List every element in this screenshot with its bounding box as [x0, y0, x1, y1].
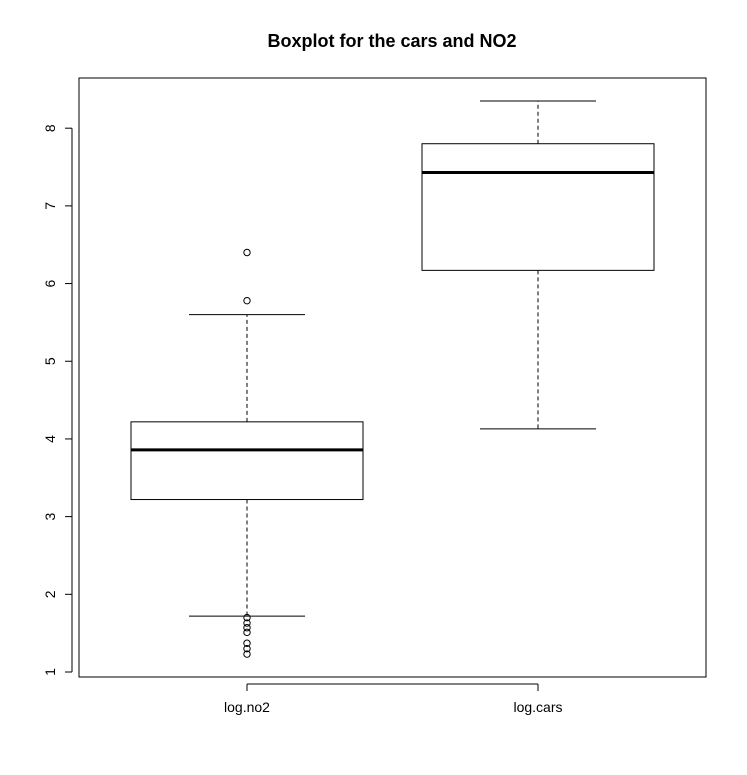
box-log.cars	[421, 100, 655, 430]
chart-title: Boxplot for the cars and NO2	[267, 31, 516, 51]
plot-frame	[78, 77, 707, 678]
box-log.no2	[130, 248, 364, 658]
y-axis: 1 2 3 4 5 6 7 8	[42, 124, 73, 676]
outlier-point	[243, 644, 251, 653]
y-tick-label: 7	[42, 202, 58, 210]
outlier-point	[243, 624, 251, 632]
outlier-point	[243, 639, 251, 647]
y-tick-label: 2	[42, 590, 58, 598]
iqr-box	[421, 143, 655, 271]
iqr-box	[130, 421, 364, 501]
outlier-point	[243, 248, 251, 257]
y-tick-label: 4	[42, 435, 58, 443]
y-tick-label: 8	[42, 124, 58, 132]
outlier-point	[243, 650, 251, 658]
x-axis: log.no2 log.cars	[224, 683, 563, 715]
y-tick-label: 6	[42, 279, 58, 287]
outlier-point	[243, 619, 251, 627]
x-tick-label: log.no2	[224, 699, 270, 715]
boxes-group	[130, 100, 655, 658]
outlier-point	[243, 613, 251, 622]
outlier-point	[243, 628, 251, 637]
y-tick-label: 5	[42, 357, 58, 365]
outlier-point	[243, 296, 251, 305]
y-tick-label: 1	[42, 668, 58, 676]
x-tick-label: log.cars	[513, 699, 562, 715]
y-tick-label: 3	[42, 513, 58, 521]
